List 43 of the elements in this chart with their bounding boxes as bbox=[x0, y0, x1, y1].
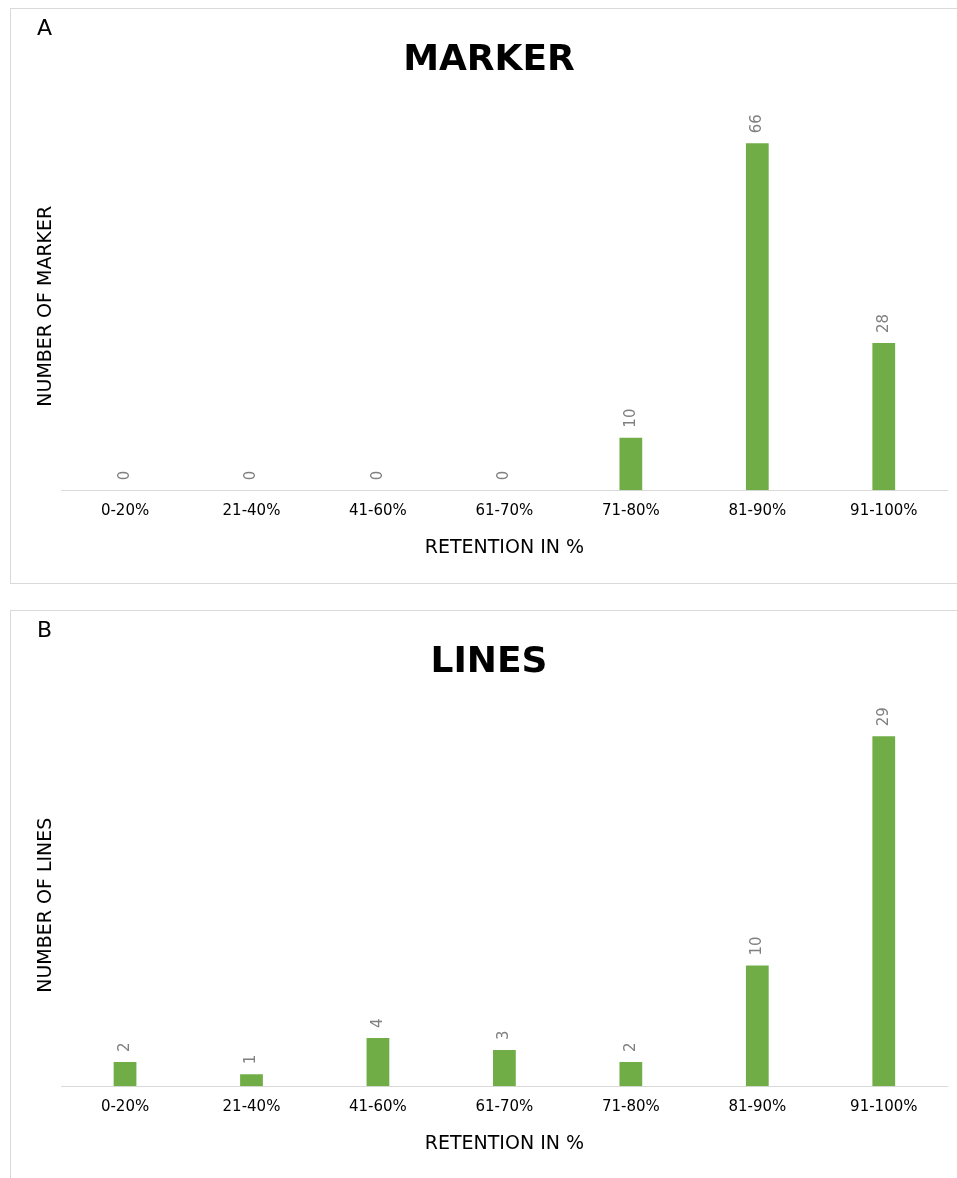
x-tick-label: 81-90% bbox=[728, 1097, 787, 1116]
bar bbox=[619, 1062, 643, 1087]
x-tick-label: 61-70% bbox=[475, 1097, 534, 1116]
data-label: 10 bbox=[747, 936, 766, 956]
x-tick-label: 61-70% bbox=[475, 501, 534, 520]
bar bbox=[872, 736, 896, 1087]
data-label: 4 bbox=[367, 1018, 386, 1028]
text: B bbox=[37, 617, 53, 642]
x-tick-label: 91-100% bbox=[850, 1097, 918, 1116]
x-tick-label: 71-80% bbox=[601, 501, 660, 520]
x-tick-label: 41-60% bbox=[349, 1097, 407, 1116]
x-axis-title: RETENTION IN % bbox=[424, 1130, 585, 1153]
data-label: 2 bbox=[620, 1042, 639, 1053]
bar bbox=[366, 1037, 390, 1087]
data-label: 29 bbox=[873, 707, 892, 727]
data-label: 10 bbox=[620, 408, 639, 428]
data-label: 3 bbox=[494, 1030, 513, 1040]
bar bbox=[493, 1050, 516, 1087]
x-tick-label: 71-80% bbox=[601, 1097, 660, 1116]
x-tick-label: 81-90% bbox=[728, 501, 787, 520]
data-label: 28 bbox=[873, 313, 892, 333]
data-label: 0 bbox=[494, 470, 513, 481]
data-label: 0 bbox=[114, 470, 133, 481]
bar bbox=[745, 965, 769, 1087]
data-label: 2 bbox=[114, 1042, 133, 1053]
y-axis-title: NUMBER OF MARKER bbox=[33, 205, 56, 407]
data-label: 1 bbox=[241, 1054, 260, 1065]
x-tick-label: 21-40% bbox=[222, 1097, 281, 1116]
y-axis-title: NUMBER OF LINES bbox=[33, 817, 56, 993]
chart-title: LINES bbox=[430, 638, 548, 680]
x-tick-label: 91-100% bbox=[850, 501, 918, 520]
data-label: 0 bbox=[241, 470, 260, 481]
bar bbox=[113, 1062, 137, 1087]
text: A bbox=[37, 15, 53, 40]
x-tick-label: 41-60% bbox=[349, 501, 407, 520]
data-label: 66 bbox=[747, 114, 766, 134]
x-tick-label: 21-40% bbox=[222, 501, 281, 520]
x-tick-label: 0-20% bbox=[100, 1097, 150, 1116]
x-tick-label: 0-20% bbox=[100, 501, 150, 520]
x-axis-title: RETENTION IN % bbox=[424, 534, 585, 557]
bar bbox=[240, 1074, 263, 1087]
data-label: 0 bbox=[367, 470, 386, 481]
chart-title: MARKER bbox=[403, 36, 575, 78]
